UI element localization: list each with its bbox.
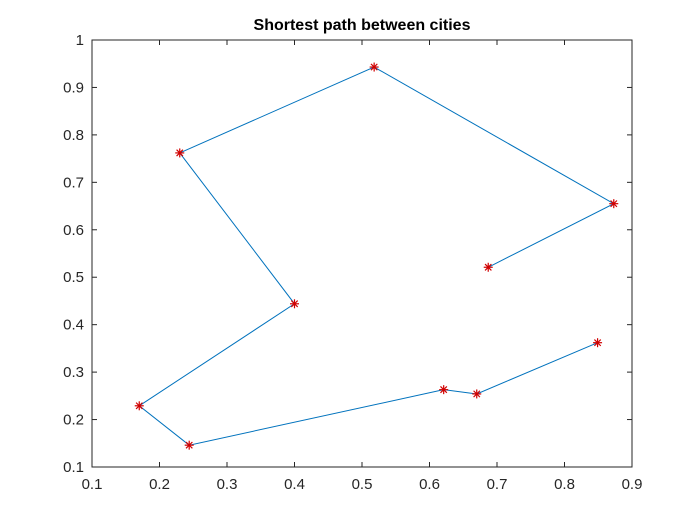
city-marker: [369, 62, 379, 72]
city-marker: [483, 262, 493, 272]
y-axis: 0.1 0.2 0.3 0.4 0.5 0.6 0.7 0.8 0.9 1: [63, 32, 632, 476]
city-marker: [175, 148, 185, 158]
x-tick-label: 0.2: [149, 476, 170, 493]
y-tick-label: 0.3: [63, 364, 84, 381]
x-tick-label: 0.1: [82, 476, 103, 493]
path-layer: [138, 66, 615, 446]
city-marker: [439, 385, 449, 395]
city-marker: [134, 401, 144, 411]
y-tick-label: 0.4: [63, 317, 84, 334]
y-tick-label: 0.9: [63, 79, 84, 96]
y-tick-label: 0.2: [63, 412, 84, 429]
city-marker: [472, 389, 482, 399]
city-marker: [609, 199, 619, 209]
x-axis: 0.1 0.2 0.3 0.4 0.5 0.6 0.7 0.8 0.9: [82, 40, 643, 493]
x-tick-label: 0.9: [622, 476, 643, 493]
x-tick-label: 0.6: [419, 476, 440, 493]
y-tick-label: 0.1: [63, 459, 84, 476]
y-tick-label: 0.5: [63, 269, 84, 286]
city-marker: [593, 338, 603, 348]
marker-layer: [134, 62, 619, 450]
city-marker: [290, 299, 299, 309]
x-tick-label: 0.8: [554, 476, 575, 493]
x-tick-label: 0.7: [487, 476, 508, 493]
y-tick-label: 0.6: [63, 222, 84, 239]
y-tick-label: 1: [76, 32, 84, 49]
y-tick-label: 0.7: [63, 174, 84, 191]
plot-area: [92, 40, 632, 467]
y-tick-label: 0.8: [63, 127, 84, 144]
chart-title: Shortest path between cities: [254, 17, 471, 34]
city-marker: [184, 440, 194, 450]
x-tick-label: 0.4: [284, 476, 305, 493]
path-line: [138, 66, 615, 446]
x-tick-label: 0.3: [217, 476, 238, 493]
x-tick-label: 0.5: [352, 476, 373, 493]
